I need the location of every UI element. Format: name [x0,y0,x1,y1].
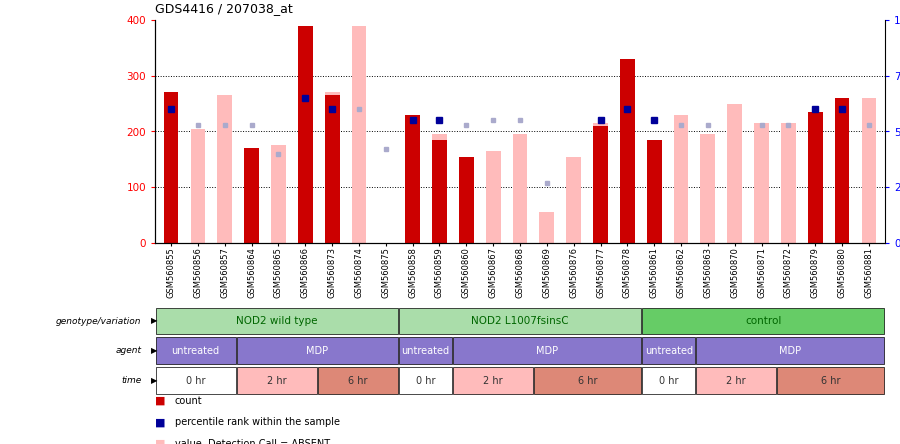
Text: ▶: ▶ [150,317,157,325]
Bar [453,368,533,393]
Bar [697,337,885,364]
Text: ■: ■ [155,396,166,406]
Text: 2 hr: 2 hr [483,376,503,385]
Text: untreated: untreated [172,345,220,356]
Bar [700,134,716,243]
Text: 6 hr: 6 hr [821,376,841,385]
Bar [781,123,796,243]
Bar [298,26,312,243]
Text: ▶: ▶ [150,346,157,355]
Bar [566,157,581,243]
Bar [513,134,527,243]
Bar [697,368,777,393]
Bar [432,134,447,243]
Text: agent: agent [115,346,141,355]
Text: count: count [175,396,202,406]
Bar [539,212,554,243]
Text: untreated: untreated [644,345,693,356]
Text: MDP: MDP [779,345,801,356]
Text: ■: ■ [155,439,166,444]
Text: value, Detection Call = ABSENT: value, Detection Call = ABSENT [175,439,330,444]
Text: MDP: MDP [306,345,328,356]
Bar [647,140,662,243]
Bar [399,368,452,393]
Bar [778,368,885,393]
Bar [486,151,500,243]
Bar [325,95,339,243]
Bar [156,309,398,333]
Bar [218,95,232,243]
Bar [593,123,608,243]
Text: genotype/variation: genotype/variation [56,317,141,325]
Bar [432,140,447,243]
Bar [399,309,641,333]
Text: 0 hr: 0 hr [416,376,435,385]
Bar [453,337,641,364]
Bar [191,129,205,243]
Bar [834,115,850,243]
Bar [271,146,286,243]
Bar [156,368,236,393]
Text: untreated: untreated [401,345,449,356]
Bar [399,337,452,364]
Text: 2 hr: 2 hr [726,376,746,385]
Bar [237,337,398,364]
Bar [156,337,236,364]
Bar [405,168,420,243]
Bar [593,126,608,243]
Text: NOD2 wild type: NOD2 wild type [236,316,318,326]
Bar [164,92,178,243]
Text: control: control [745,316,781,326]
Bar [727,103,742,243]
Bar [861,98,877,243]
Bar [643,337,695,364]
Bar [620,59,634,243]
Bar [244,148,259,243]
Text: 2 hr: 2 hr [267,376,286,385]
Text: 6 hr: 6 hr [348,376,367,385]
Bar [352,26,366,243]
Text: 0 hr: 0 hr [659,376,679,385]
Text: ▶: ▶ [150,376,157,385]
Bar [673,115,689,243]
Bar [534,368,641,393]
Text: percentile rank within the sample: percentile rank within the sample [175,417,340,427]
Text: GDS4416 / 207038_at: GDS4416 / 207038_at [155,2,292,15]
Text: MDP: MDP [536,345,558,356]
Bar [643,309,885,333]
Text: 0 hr: 0 hr [185,376,205,385]
Bar [643,368,695,393]
Bar [318,368,398,393]
Bar [405,115,420,243]
Text: NOD2 L1007fsinsC: NOD2 L1007fsinsC [472,316,569,326]
Text: ■: ■ [155,417,166,427]
Bar [164,198,178,243]
Bar [834,98,850,243]
Bar [237,368,317,393]
Text: 6 hr: 6 hr [578,376,598,385]
Bar [244,170,259,243]
Bar [808,112,823,243]
Bar [459,157,473,243]
Text: time: time [122,376,141,385]
Bar [325,92,339,243]
Bar [754,123,769,243]
